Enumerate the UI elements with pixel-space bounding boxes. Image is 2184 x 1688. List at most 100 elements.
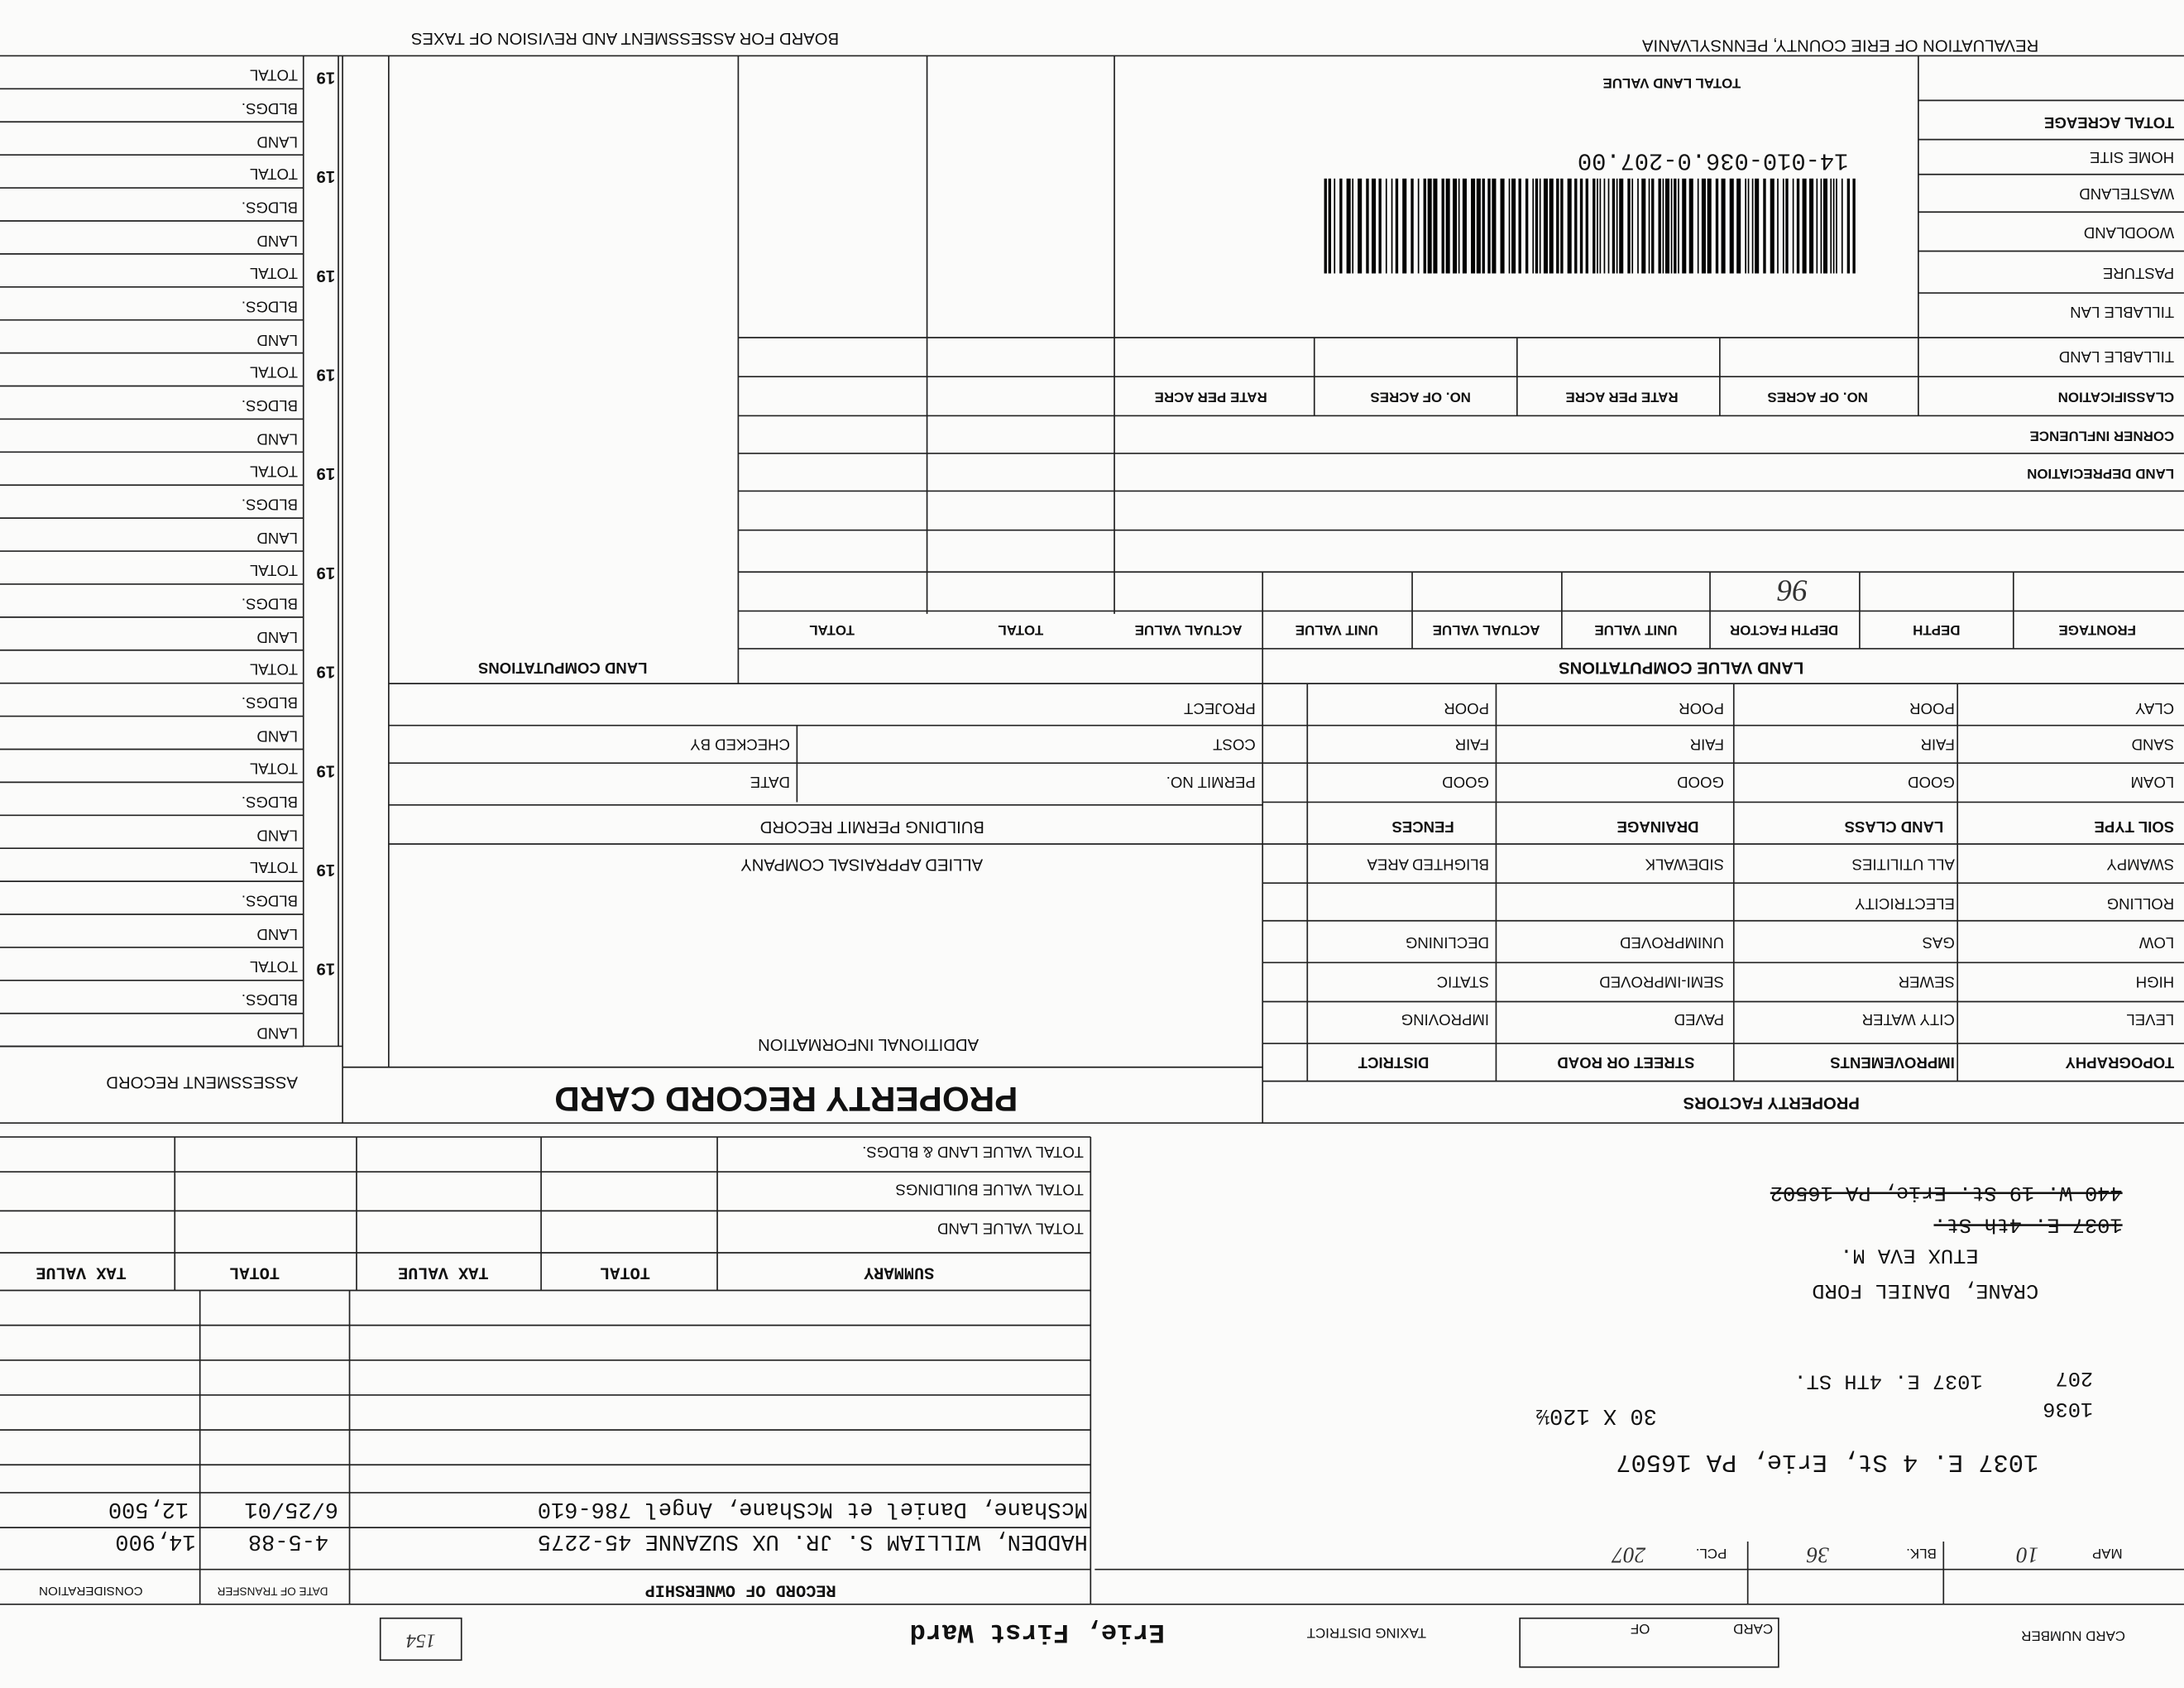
label: LAND COMPUTATIONS: [478, 659, 648, 677]
barcode-bar: [1599, 178, 1602, 274]
label: LOAM: [2131, 774, 2175, 791]
barcode-bar: [1532, 178, 1535, 274]
label: PROPERTY RECORD CARD: [554, 1080, 1018, 1119]
label: DATE: [750, 774, 790, 791]
barcode-bar: [1423, 178, 1426, 274]
barcode-bar: [1567, 178, 1572, 274]
label: TOTAL: [250, 364, 298, 381]
label: REVALUATION OF ERIE COUNTY, PENNSYLVANIA: [1642, 36, 2039, 55]
label: HADDEN, WILLIAM S. JR. UX SUZANNE 45-227…: [538, 1528, 1088, 1553]
label: 12,500: [108, 1496, 189, 1521]
label: HIGH: [2136, 973, 2174, 990]
barcode-bar: [1841, 178, 1843, 274]
barcode-bar: [1592, 178, 1596, 274]
barcode-bar: [1619, 178, 1624, 274]
barcode-bar: [1385, 178, 1387, 274]
barcode-bar: [1796, 178, 1800, 274]
label: TOTAL: [229, 1262, 280, 1281]
label: 30 X 120½: [1536, 1403, 1657, 1427]
barcode-bar: [1334, 178, 1336, 274]
label: Erie, First Ward: [910, 1617, 1165, 1647]
label: DISTRICT: [1358, 1054, 1429, 1072]
label: STREET OR ROAD: [1557, 1054, 1694, 1072]
barcode-bar: [1777, 178, 1779, 274]
label: TOTAL: [250, 859, 298, 876]
label: ROLLING: [2107, 895, 2175, 913]
label: GOOD: [1908, 774, 1955, 791]
label: WOODLAND: [2084, 224, 2174, 242]
label: 440 W. 19 St. Erie, PA 16502: [1770, 1181, 2123, 1205]
card-box: [1519, 1617, 1779, 1668]
label: IMPROVEMENTS: [1830, 1054, 1955, 1072]
label: GOOD: [1677, 774, 1724, 791]
label: STATIC: [1437, 973, 1489, 990]
barcode-bar: [1471, 178, 1476, 274]
label: BLDGS.: [242, 794, 298, 811]
label: LAND CLASS: [1845, 818, 1944, 836]
barcode-bar: [1324, 178, 1327, 274]
barcode-bar: [1352, 178, 1354, 274]
label: BLDGS.: [242, 298, 298, 315]
label: 1037 E. 4TH ST.: [1794, 1369, 1982, 1393]
label: 10: [2016, 1542, 2039, 1567]
label: TOTAL: [250, 760, 298, 777]
barcode-bar: [1585, 178, 1588, 274]
label: 19: [317, 761, 336, 779]
label: RATE PER ACRE: [1566, 389, 1679, 405]
barcode-bar: [1736, 178, 1741, 274]
label: 1037 E. 4 St, Erie, PA 16507: [1616, 1447, 2038, 1475]
label: TOTAL: [600, 1262, 650, 1281]
label: McShane, Daniel et McShane, Angel 786-61…: [538, 1496, 1088, 1521]
label: TOTAL: [250, 66, 298, 84]
barcode-bar: [1809, 178, 1814, 274]
label: SEWER: [1899, 973, 1955, 990]
label: ETUX EVA M.: [1840, 1244, 1978, 1268]
label: BLDGS.: [242, 694, 298, 712]
barcode-bar: [1627, 178, 1631, 274]
label: FENCES: [1391, 818, 1454, 836]
barcode-bar: [1395, 178, 1399, 274]
barcode-bar: [1678, 178, 1679, 274]
label: 1037 E. 4th St.: [1933, 1213, 2122, 1237]
label: 6/25/01: [244, 1496, 338, 1521]
label: 19: [317, 167, 336, 185]
label: COST: [1213, 736, 1256, 754]
label: LAND: [256, 1025, 298, 1043]
label: BLDGS.: [242, 496, 298, 514]
label: TOTAL: [250, 265, 298, 282]
label: UNIT VALUE: [1594, 622, 1677, 638]
label: 14,900: [115, 1528, 195, 1553]
label: TILLABLE LAND: [2059, 348, 2174, 366]
label: TOTAL: [250, 661, 298, 679]
barcode-bar: [1836, 178, 1837, 274]
barcode-bar: [1637, 178, 1639, 274]
barcode-bar: [1670, 178, 1673, 274]
barcode-bar: [1328, 178, 1332, 274]
label: CHECKED BY: [690, 736, 790, 754]
label: TOTAL: [809, 622, 855, 638]
label: 19: [317, 266, 336, 285]
barcode-bar: [1770, 178, 1774, 274]
label: BLDGS.: [242, 100, 298, 117]
label: CLASSIFICATION: [2058, 389, 2174, 405]
barcode-bar: [1453, 178, 1458, 274]
label: DATE OF TRANSFER: [217, 1585, 328, 1597]
label: 19: [317, 663, 336, 681]
label: CONSIDERATION: [39, 1584, 143, 1598]
label: POOR: [1679, 700, 1724, 717]
label: UNIT VALUE: [1296, 622, 1378, 638]
barcode-bar: [1366, 178, 1369, 274]
barcode-bar: [1846, 178, 1851, 274]
label: ACTUAL VALUE: [1135, 622, 1243, 638]
barcode-bar: [1391, 178, 1393, 274]
barcode-bar: [1441, 178, 1444, 274]
barcode-bar: [1427, 178, 1432, 274]
barcode-bar: [1372, 178, 1377, 274]
label: SEMI-IMPROVED: [1599, 973, 1724, 990]
barcode-bar: [1607, 178, 1610, 274]
label: TOTAL: [250, 165, 298, 183]
label: 19: [317, 960, 336, 978]
label: UNIMPROVED: [1620, 934, 1724, 952]
barcode-bar: [1508, 178, 1511, 274]
